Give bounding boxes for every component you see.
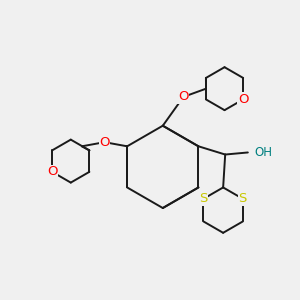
Text: O: O xyxy=(178,90,189,104)
Text: O: O xyxy=(47,165,57,178)
Text: O: O xyxy=(238,93,248,106)
Text: O: O xyxy=(99,136,110,149)
Text: S: S xyxy=(199,192,208,205)
Text: S: S xyxy=(238,192,247,205)
Text: OH: OH xyxy=(254,146,272,159)
